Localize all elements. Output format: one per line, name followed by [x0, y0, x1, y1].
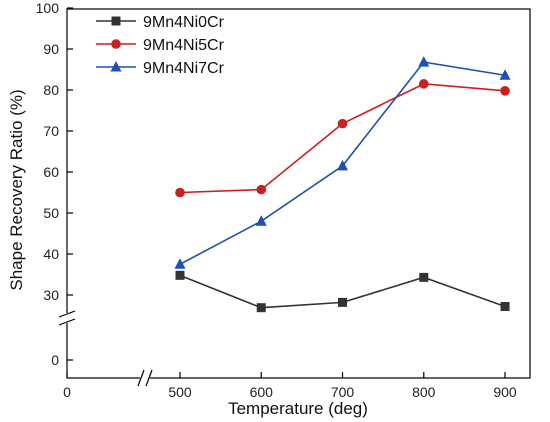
legend-marker [111, 16, 121, 26]
y-tick-label: 30 [43, 287, 59, 303]
legend-label: 9Mn4Ni7Cr [143, 60, 225, 77]
y-tick-label: 50 [43, 205, 59, 221]
series-9Mn4Ni0Cr [175, 270, 510, 313]
y-axis-break-mark [58, 310, 76, 318]
data-point [338, 297, 348, 307]
y-tick-label: 0 [51, 352, 59, 368]
data-point [500, 301, 510, 311]
data-point [175, 270, 185, 280]
y-axis-break-gap [59, 313, 75, 323]
data-point [500, 86, 510, 96]
y-tick-label: 70 [43, 123, 59, 139]
data-point [418, 56, 430, 67]
data-point [256, 303, 266, 313]
legend-item: 9Mn4Ni7Cr [96, 60, 225, 77]
y-tick-label: 80 [43, 82, 59, 98]
data-point [418, 79, 429, 89]
data-point [499, 69, 511, 80]
x-tick-label: 0 [63, 384, 71, 400]
legend-label: 9Mn4Ni5Cr [143, 37, 225, 54]
legend-marker [111, 39, 121, 49]
x-tick-label: 600 [250, 384, 274, 400]
data-point [256, 184, 267, 195]
x-tick-label: 800 [412, 384, 436, 400]
legend-label: 9Mn4Ni0Cr [143, 14, 225, 31]
y-axis-break-mark [58, 318, 76, 326]
legend-marker [110, 61, 122, 72]
x-axis-break-gap [140, 370, 150, 386]
data-point [175, 187, 185, 198]
y-tick-label: 100 [36, 0, 60, 16]
plot-border [66, 8, 531, 379]
x-tick-label: 700 [331, 384, 355, 400]
x-axis-break-mark [137, 369, 145, 387]
y-tick-label: 90 [43, 41, 59, 57]
data-point [419, 272, 429, 282]
legend-item: 9Mn4Ni5Cr [96, 37, 225, 54]
legend: 9Mn4Ni0Cr 9Mn4Ni5Cr 9Mn4Ni7Cr [96, 14, 225, 77]
data-point [337, 159, 349, 171]
series-9Mn4Ni5Cr [175, 79, 510, 198]
x-axis-break-mark [145, 369, 153, 387]
data-point [174, 258, 186, 269]
y-axis-title: Shape Recovery Ratio (%) [7, 89, 26, 290]
y-tick-label: 40 [43, 246, 59, 262]
legend-item: 9Mn4Ni0Cr [96, 14, 225, 31]
data-point [255, 215, 267, 226]
series-9Mn4Ni7Cr [174, 56, 511, 269]
data-series [174, 56, 511, 313]
y-tick-label: 60 [43, 164, 59, 180]
plot-frame [58, 8, 531, 387]
x-tick-label: 900 [493, 384, 517, 400]
data-point [337, 118, 348, 129]
x-axis-title: Temperature (deg) [228, 399, 368, 418]
axis-ticks: 03040506070809010005006007008009001000 [36, 0, 517, 400]
series-line [179, 83, 506, 194]
x-tick-label: 500 [168, 384, 192, 400]
